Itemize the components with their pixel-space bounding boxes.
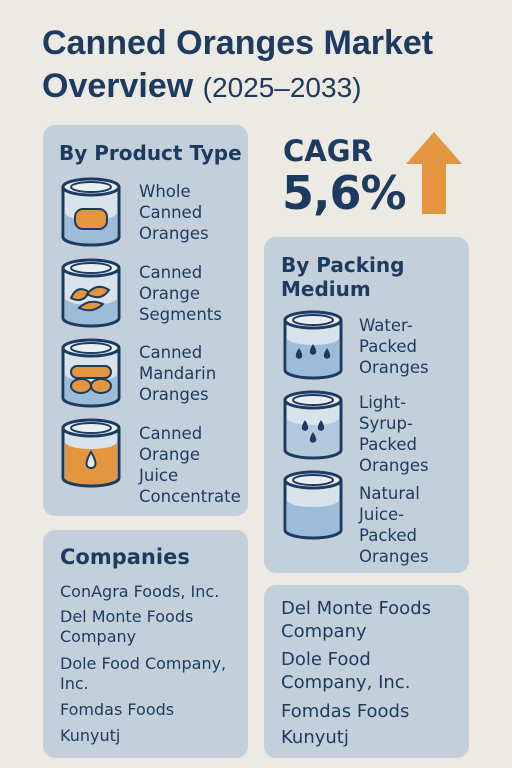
packing-item-label: Water- Packed Oranges <box>359 316 429 377</box>
can-syrup-icon <box>283 390 343 460</box>
cagr-value: 5,6% <box>282 166 407 220</box>
company-item: Del Monte Foods Company <box>281 598 432 642</box>
title-years: (2025–2033) <box>202 72 362 103</box>
company-item: Kunyutj <box>60 726 121 745</box>
can-whole-oranges-icon <box>61 177 121 247</box>
up-arrow-icon <box>406 132 462 214</box>
can-juice-icon <box>61 418 121 488</box>
packing-medium-heading: By Packing Medium <box>281 253 405 301</box>
companies-panel-right: Del Monte Foods Company Dole Food Compan… <box>264 585 469 758</box>
packing-item-label: Light- Syrup- Packed Oranges <box>359 393 429 475</box>
packing-medium-panel: By Packing Medium Water- Packed Oranges … <box>264 237 469 573</box>
company-item: Fomdas Foods <box>60 700 175 719</box>
product-item-label: Canned Orange Juice Concentrate <box>139 424 241 506</box>
page-title: Canned Oranges Market Overview (2025–203… <box>42 22 502 109</box>
company-item: ConAgra Foods, Inc. <box>60 582 220 601</box>
company-item: Fomdas Foods <box>281 701 410 722</box>
can-mandarin-icon <box>61 338 121 408</box>
can-water-icon <box>283 310 343 380</box>
company-item: Del Monte Foods Company <box>60 607 194 646</box>
company-item: Kunyutj <box>281 727 349 748</box>
title-main: Canned Oranges Market Overview <box>42 24 434 105</box>
can-juice-packed-icon <box>283 470 343 540</box>
product-type-heading: By Product Type <box>59 141 242 165</box>
companies-heading: Companies <box>60 545 190 569</box>
company-item: Dole Food Company, Inc. <box>60 654 227 693</box>
cagr-label: CAGR <box>283 134 373 168</box>
packing-item-label: Natural Juice- Packed Oranges <box>359 484 429 566</box>
can-segments-icon <box>61 258 121 328</box>
product-type-panel: By Product Type Whole Canned Oranges Can… <box>43 125 248 516</box>
company-item: Dole Food Company, Inc. <box>281 649 411 693</box>
product-item-label: Whole Canned Oranges <box>139 182 209 243</box>
product-item-label: Canned Orange Segments <box>139 263 222 324</box>
product-item-label: Canned Mandarin Oranges <box>139 343 217 404</box>
companies-panel: Companies ConAgra Foods, Inc. Del Monte … <box>43 530 248 758</box>
